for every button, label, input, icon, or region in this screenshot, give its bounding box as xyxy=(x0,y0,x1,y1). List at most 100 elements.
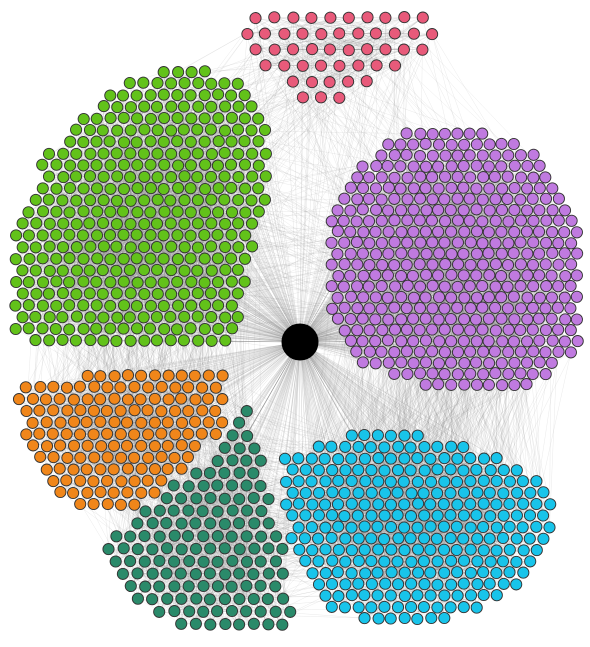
edge xyxy=(255,49,322,98)
edge xyxy=(299,341,531,516)
edge xyxy=(261,341,301,512)
edge xyxy=(274,49,313,83)
edge xyxy=(265,17,386,66)
edge xyxy=(329,33,395,50)
edge xyxy=(284,33,294,82)
edge xyxy=(123,164,301,343)
edge xyxy=(375,33,433,35)
edge xyxy=(255,33,414,50)
edge xyxy=(166,341,301,499)
edge xyxy=(292,341,301,470)
edge xyxy=(255,49,301,343)
edge xyxy=(299,341,418,620)
edge xyxy=(299,49,313,343)
edge xyxy=(299,341,464,448)
edge xyxy=(274,17,322,35)
edge xyxy=(284,17,331,66)
edge xyxy=(209,341,301,574)
edge xyxy=(265,17,312,66)
edge xyxy=(293,17,313,83)
edge xyxy=(181,341,301,376)
edge xyxy=(284,65,301,343)
edge xyxy=(299,341,365,436)
edge xyxy=(224,341,301,600)
edge xyxy=(299,341,418,436)
edge xyxy=(329,33,377,83)
edge xyxy=(53,341,301,388)
edge xyxy=(284,341,301,459)
edge xyxy=(311,33,340,83)
edge xyxy=(348,33,395,51)
edge xyxy=(299,17,312,343)
edge xyxy=(302,33,349,82)
edge xyxy=(268,341,301,500)
edge xyxy=(299,97,304,343)
edge xyxy=(299,65,359,343)
edge xyxy=(239,341,301,600)
edge xyxy=(215,341,301,435)
edge xyxy=(255,49,340,98)
edge xyxy=(293,17,368,50)
edge xyxy=(82,235,301,343)
edge xyxy=(299,33,415,343)
edge xyxy=(299,341,346,447)
edge xyxy=(274,33,340,50)
edge xyxy=(284,33,322,66)
edge xyxy=(299,65,322,343)
edge xyxy=(141,341,301,424)
edge xyxy=(25,341,301,388)
edge xyxy=(299,341,385,516)
edge xyxy=(154,341,301,376)
edge xyxy=(96,164,301,343)
edge xyxy=(246,341,301,461)
edge xyxy=(299,341,418,459)
edge xyxy=(299,341,399,447)
edge xyxy=(299,341,438,447)
edge xyxy=(330,17,368,50)
edge xyxy=(299,341,346,471)
edge xyxy=(137,282,301,343)
edge xyxy=(224,152,301,343)
edge xyxy=(299,82,330,343)
edge xyxy=(329,16,405,50)
edge xyxy=(299,341,544,516)
edge xyxy=(137,341,301,599)
edge xyxy=(268,341,301,524)
edge xyxy=(299,341,504,494)
edge xyxy=(274,17,313,50)
edge xyxy=(320,17,423,98)
edge xyxy=(299,341,471,459)
edge xyxy=(348,17,396,66)
edge xyxy=(255,18,266,66)
edge xyxy=(292,49,340,98)
edge xyxy=(299,341,320,516)
edge xyxy=(217,258,301,343)
edge xyxy=(299,166,363,343)
edge xyxy=(255,17,303,66)
edge xyxy=(302,17,312,98)
edge xyxy=(264,33,313,83)
edge xyxy=(299,341,504,471)
edge xyxy=(265,33,414,66)
edge xyxy=(255,18,301,343)
edge xyxy=(217,165,301,343)
edge xyxy=(244,164,301,343)
edge xyxy=(292,33,359,82)
edge xyxy=(299,341,537,551)
edge xyxy=(274,33,433,50)
edge xyxy=(244,235,301,343)
edge xyxy=(292,49,367,82)
edge xyxy=(291,341,301,516)
edge xyxy=(299,49,368,343)
edge xyxy=(260,341,301,487)
edge xyxy=(348,17,367,82)
edge xyxy=(247,33,301,343)
edge xyxy=(299,341,339,505)
edge xyxy=(299,341,419,504)
edge xyxy=(190,95,301,343)
edge xyxy=(87,341,301,377)
edge xyxy=(187,341,301,458)
edge xyxy=(329,17,423,83)
edge xyxy=(46,341,301,447)
